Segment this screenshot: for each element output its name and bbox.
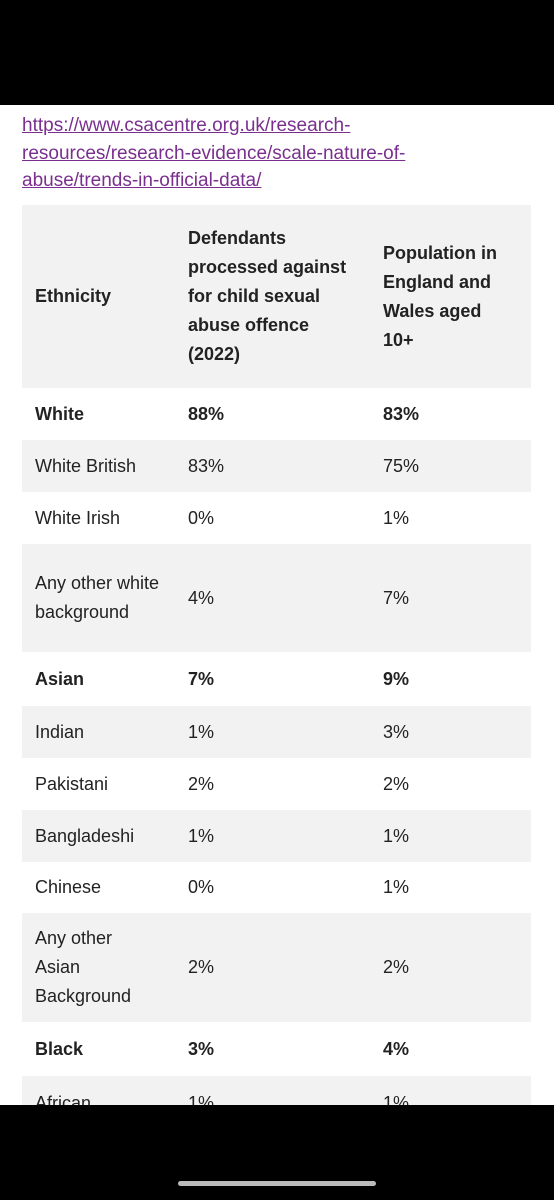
table-cell: 3% [383,721,410,742]
table-cell: 7% [383,587,410,608]
table-cell: 1% [383,507,410,528]
table-cell: 83% [188,455,225,476]
table-cell: 4% [383,1038,410,1059]
table-cell: 7% [188,668,215,689]
table-cell: Indian [35,721,85,742]
table-row: White Irish 0% 1% [22,492,531,544]
table-cell: 4% [188,587,215,608]
table-cell: African [35,1092,92,1106]
source-link[interactable]: abuse/trends-in-official-data/ [22,170,262,191]
table-cell: White British [35,455,137,476]
table-row: Chinese 0% 1% [22,862,531,913]
table-cell: Defendants processed against for child s… [188,228,347,364]
web-content: https://www.csacentre.org.uk/research-re… [0,105,554,1105]
table-cell: White Irish [35,507,121,528]
source-link[interactable]: resources/research-evidence/scale-nature… [22,142,406,164]
table-cell: Ethnicity [35,286,112,306]
table-row: Pakistani 2% 2% [22,758,531,810]
table-cell: Chinese [35,877,102,897]
table-cell: Any other white background [35,573,160,622]
table-row: White 88% 83% [22,388,531,440]
table-cell: 0% [188,877,215,897]
source-link[interactable]: https://www.csacentre.org.uk/research- [22,115,351,136]
table-cell: 0% [188,507,215,528]
table-row: Bangladeshi 1% 1% [22,810,531,862]
table-row: African 1% 1% [22,1076,531,1105]
table-cell: Pakistani [35,773,109,794]
table-row: White British 83% 75% [22,440,531,492]
home-indicator[interactable] [178,1181,376,1186]
table-cell: Black [35,1038,84,1059]
table-cell: 1% [188,825,215,846]
table-cell: 88% [188,403,225,424]
table-row: Indian 1% 3% [22,706,531,758]
table-cell: 2% [383,773,410,794]
table-cell: 1% [188,1092,215,1106]
table-cell: 2% [383,957,410,977]
table-cell: 9% [383,668,410,689]
table-cell: White [35,403,84,424]
table-cell: Asian [35,668,85,689]
table-cell: 1% [383,1092,410,1106]
table-cell: 1% [188,721,215,742]
table-row: Any other Asian Background 2% 2% [22,913,531,1022]
table-cell: 1% [383,877,410,897]
table-row: Asian 7% 9% [22,652,531,706]
table-cell: 2% [188,957,215,977]
table-row: Black 3% 4% [22,1022,531,1076]
table-row: Any other white background 4% 7% [22,544,531,652]
table-cell: Population in England and Wales aged 10+ [383,242,497,350]
table-cell: 1% [383,825,410,846]
table-cell: 75% [383,455,420,476]
table-cell: 83% [383,403,420,424]
table-cell: 2% [188,773,215,794]
table-cell: Bangladeshi [35,825,135,846]
table-cell: Any other Asian Background [35,928,132,1006]
table-header: Ethnicity Defendants processed against fo… [22,205,531,388]
table-cell: 3% [188,1038,215,1059]
